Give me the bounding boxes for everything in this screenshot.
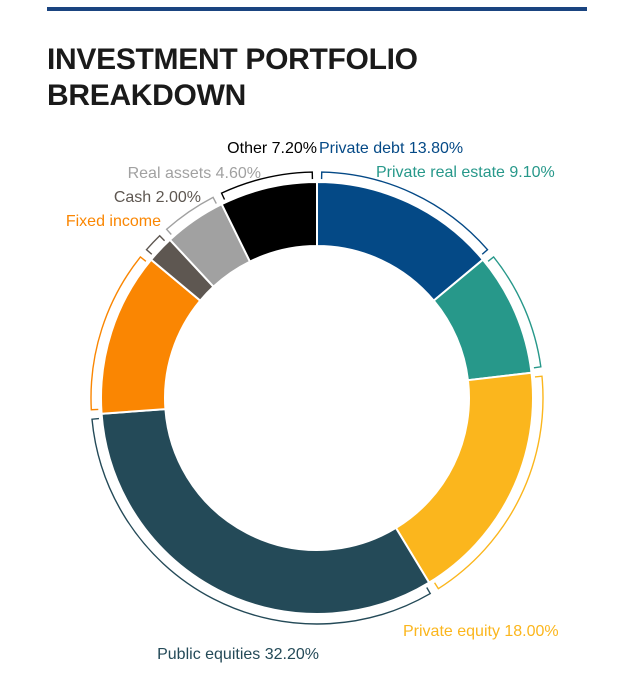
- bracket-other: [220, 171, 314, 200]
- slice-private-equity: [394, 371, 534, 584]
- bracket-private-real-estate: [487, 255, 542, 369]
- label-private-real-estate: Private real estate 9.10%: [376, 164, 555, 181]
- slice-labels: Private debt 13.80% Private real estate 9…: [66, 140, 559, 663]
- slice-label-brackets: [90, 171, 544, 625]
- label-private-debt: Private debt 13.80%: [319, 140, 463, 157]
- page-title-line-1: INVESTMENT PORTFOLIO: [47, 43, 418, 76]
- label-public-equities: Public equities 32.20%: [157, 646, 319, 663]
- slice-public-equities: [100, 408, 431, 615]
- label-fixed-income: Fixed income: [66, 213, 161, 230]
- bracket-cash: [145, 234, 166, 255]
- label-cash: Cash 2.00%: [114, 189, 201, 206]
- page-title: INVESTMENT PORTFOLIO BREAKDOWN: [47, 42, 418, 114]
- bracket-private-equity: [433, 375, 544, 590]
- top-rule: [47, 7, 587, 11]
- donut-slices: [100, 180, 534, 615]
- page-title-line-2: BREAKDOWN: [47, 79, 246, 112]
- label-other: Other 7.20%: [227, 140, 317, 157]
- bracket-private-debt: [320, 171, 489, 255]
- bracket-public-equities: [91, 417, 432, 625]
- bracket-fixed-income: [90, 255, 147, 411]
- label-real-assets: Real assets 4.60%: [128, 165, 261, 182]
- label-private-equity: Private equity 18.00%: [403, 623, 559, 640]
- bracket-real-assets: [165, 196, 217, 235]
- slice-other: [220, 180, 318, 263]
